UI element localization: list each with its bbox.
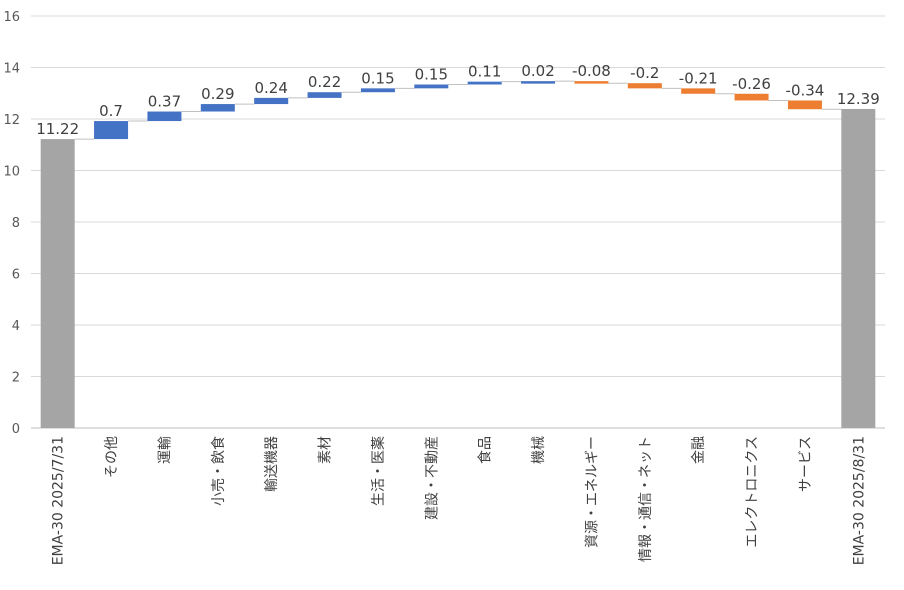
bar-輸送機器 (254, 97, 289, 105)
category-label: 情報・通信・ネット (638, 436, 654, 562)
bar-生活・医薬 (360, 88, 395, 93)
bar-食品 (467, 81, 502, 85)
category-label: 小売・飲食 (210, 436, 227, 506)
y-tick-label: 6 (12, 268, 20, 283)
data-label: -0.34 (786, 81, 825, 99)
data-label: 0.15 (361, 69, 394, 87)
category-label: サービス (798, 436, 814, 492)
category-label: 建設・不動産 (424, 436, 440, 520)
bar-機械 (521, 81, 556, 84)
y-tick-label: 14 (3, 62, 20, 77)
data-label: 0.11 (468, 63, 501, 81)
bar-EMA-30 2025/7/31 (40, 139, 75, 428)
category-label: 生活・医薬 (371, 436, 387, 506)
bar-資源・エネルギー (574, 81, 609, 84)
data-label: 0.29 (201, 85, 234, 103)
data-label: 0.37 (148, 93, 181, 111)
bar-EMA-30 2025/8/31 (841, 108, 876, 429)
data-label: 0.7 (99, 102, 123, 120)
bar-情報・通信・ネット (627, 83, 662, 89)
y-tick-label: 0 (12, 422, 20, 437)
category-label: 食品 (477, 436, 494, 464)
bar-素材 (307, 92, 342, 98)
bar-サービス (787, 100, 822, 110)
data-labels: 11.22 0.7 0.37 0.29 0.24 0.22 0.15 0.15 0.11 0.02… (36, 62, 880, 138)
data-label: 0.22 (308, 73, 341, 91)
bar-運輸 (147, 111, 182, 122)
category-label: EMA-30 2025/7/31 (51, 436, 67, 565)
data-label: -0.21 (679, 69, 718, 87)
y-tick-label: 10 (3, 165, 20, 180)
data-label: -0.26 (732, 75, 771, 93)
bar-エレクトロニクス (734, 93, 769, 101)
category-label: 機械 (531, 436, 547, 464)
category-label: 輸送機器 (264, 436, 280, 492)
bars (40, 81, 876, 429)
bar-建設・不動産 (414, 84, 449, 89)
category-label: 素材 (318, 436, 334, 464)
category-label: EMA-30 2025/8/31 (851, 436, 867, 565)
data-label: -0.2 (630, 64, 659, 82)
bar-その他 (94, 121, 129, 140)
category-label: エレクトロニクス (745, 436, 761, 548)
y-tick-label: 16 (3, 10, 20, 25)
bar-小売・飲食 (200, 104, 235, 112)
category-label: 資源・エネルギー (584, 436, 600, 548)
category-label: 金融 (691, 436, 707, 464)
category-label: その他 (104, 436, 120, 478)
y-tick-label: 12 (3, 113, 20, 128)
data-label: 12.39 (837, 90, 880, 108)
data-label: 11.22 (36, 120, 79, 138)
y-tick-label: 8 (12, 216, 20, 231)
connector-lines (74, 80, 842, 140)
y-axis-ticks: 0 2 4 6 8 10 12 14 16 (3, 10, 20, 437)
data-label: 0.15 (415, 65, 448, 83)
category-label: 運輸 (157, 436, 173, 464)
category-labels: EMA-30 2025/7/31 その他 運輸 小売・飲食 輸送機器 素材 生活・医薬 建設・… (51, 436, 868, 565)
data-label: 0.02 (521, 62, 554, 80)
y-tick-label: 2 (12, 371, 20, 386)
y-tick-label: 4 (12, 319, 20, 334)
bar-金融 (681, 88, 716, 94)
data-label: -0.08 (572, 62, 611, 80)
data-label: 0.24 (254, 79, 287, 97)
